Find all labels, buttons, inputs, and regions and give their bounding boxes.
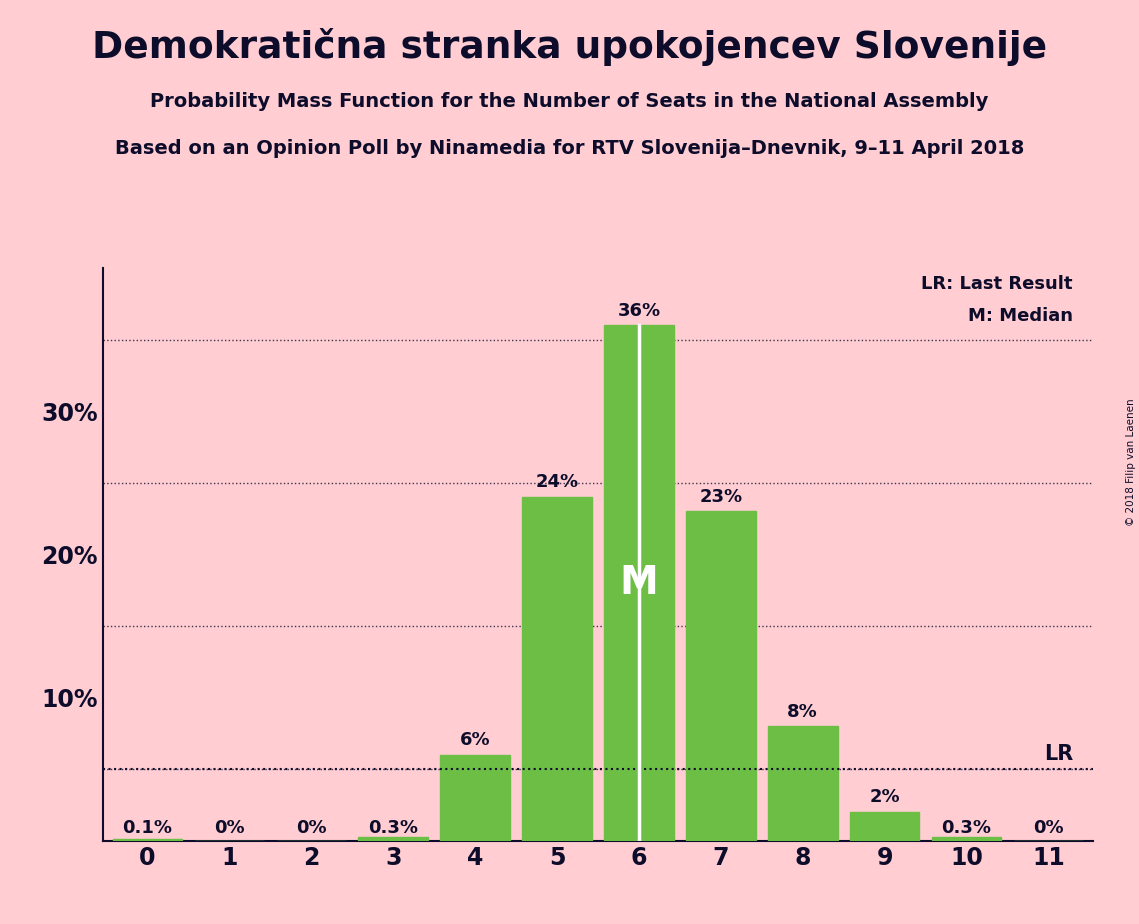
Bar [932, 836, 1001, 841]
Text: 0%: 0% [296, 819, 327, 836]
Bar [686, 512, 755, 841]
Text: 36%: 36% [617, 301, 661, 320]
Text: 0%: 0% [214, 819, 245, 836]
Bar [604, 325, 674, 841]
Bar [850, 812, 919, 841]
Text: M: Median: M: Median [968, 307, 1073, 324]
Text: 6%: 6% [460, 731, 491, 749]
Bar [768, 726, 837, 841]
Text: Demokratična stranka upokojencev Slovenije: Demokratična stranka upokojencev Sloveni… [92, 28, 1047, 66]
Bar [359, 836, 428, 841]
Bar [113, 839, 182, 841]
Bar [441, 755, 510, 841]
Text: 0%: 0% [1033, 819, 1064, 836]
Text: 2%: 2% [869, 788, 900, 807]
Text: 24%: 24% [535, 473, 579, 492]
Text: M: M [620, 564, 658, 602]
Text: Probability Mass Function for the Number of Seats in the National Assembly: Probability Mass Function for the Number… [150, 92, 989, 112]
Text: 0.3%: 0.3% [942, 819, 992, 836]
Text: 0.3%: 0.3% [368, 819, 418, 836]
Text: 8%: 8% [787, 702, 818, 721]
Text: LR: Last Result: LR: Last Result [921, 275, 1073, 293]
Text: 0.1%: 0.1% [123, 819, 172, 836]
Text: © 2018 Filip van Laenen: © 2018 Filip van Laenen [1126, 398, 1136, 526]
Bar [522, 497, 592, 841]
Text: LR: LR [1043, 744, 1073, 763]
Text: Based on an Opinion Poll by Ninamedia for RTV Slovenija–Dnevnik, 9–11 April 2018: Based on an Opinion Poll by Ninamedia fo… [115, 139, 1024, 158]
Text: 23%: 23% [699, 488, 743, 505]
